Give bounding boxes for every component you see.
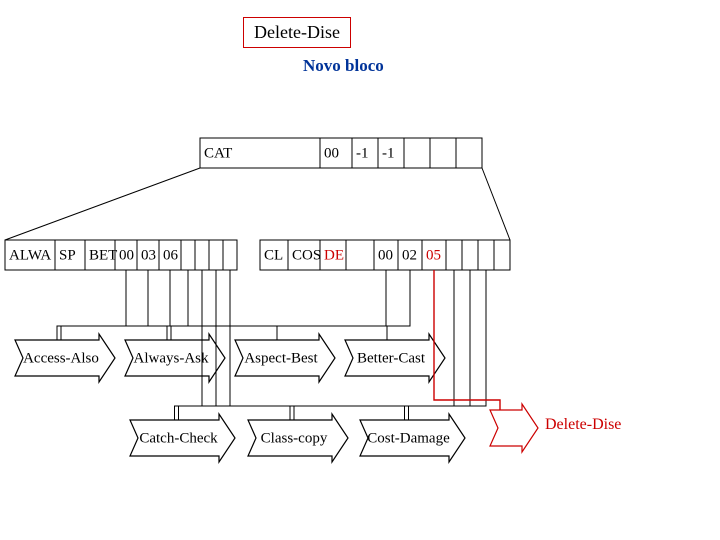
delete-dise-text: Delete-Dise [545,416,621,433]
svg-text:-1: -1 [382,145,395,161]
svg-text:CAT: CAT [204,145,232,161]
svg-text:CL: CL [264,247,283,263]
svg-text:00: 00 [119,247,134,263]
svg-text:COS: COS [292,247,321,263]
svg-text:00: 00 [378,247,393,263]
svg-text:-1: -1 [356,145,369,161]
svg-text:Better-Cast: Better-Cast [357,350,426,366]
svg-text:03: 03 [141,247,156,263]
svg-text:Cost-Damage: Cost-Damage [367,430,450,446]
svg-text:DE: DE [324,247,344,263]
diagram-svg: CAT00-1-1ALWASPBET000306CLCOSDE000205Acc… [0,0,720,540]
svg-text:02: 02 [402,247,417,263]
svg-text:BET: BET [89,247,117,263]
svg-text:SP: SP [59,247,76,263]
svg-text:Aspect-Best: Aspect-Best [244,350,318,366]
svg-text:Always-Ask: Always-Ask [134,350,209,366]
svg-text:Catch-Check: Catch-Check [139,430,218,446]
delete-dise-label: Delete-Dise [545,416,621,434]
svg-text:ALWA: ALWA [9,247,51,263]
svg-text:06: 06 [163,247,179,263]
svg-text:Access-Also: Access-Also [23,350,99,366]
svg-text:05: 05 [426,247,441,263]
svg-text:Class-copy: Class-copy [261,430,328,446]
svg-text:00: 00 [324,145,339,161]
